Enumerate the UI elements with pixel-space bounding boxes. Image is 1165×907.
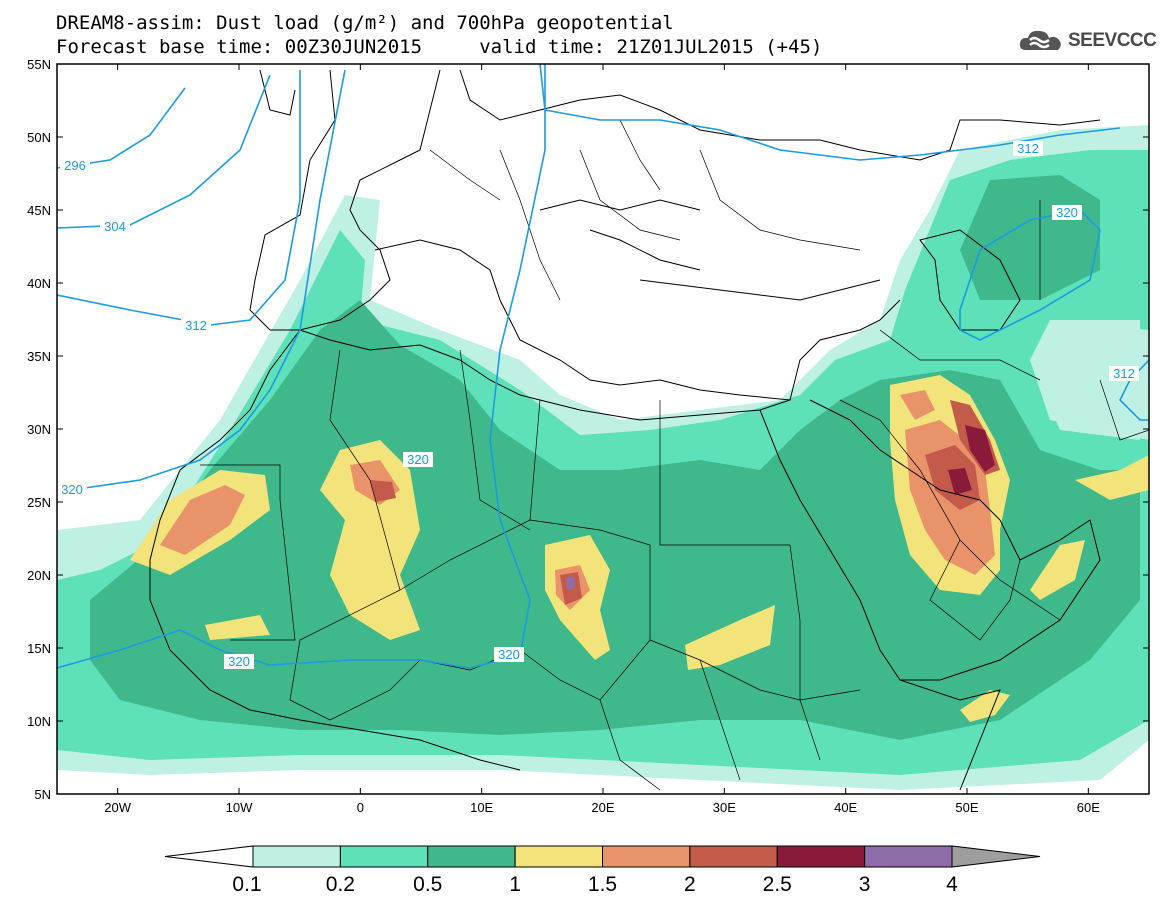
lat-label: 55N (27, 57, 51, 72)
dust-level-0.5 (90, 300, 1140, 740)
lon-label: 10W (226, 800, 253, 815)
dust-level-1-oman (1030, 540, 1085, 600)
colorbar-label: 4 (946, 873, 958, 896)
colorbar-label: 1.5 (588, 873, 617, 896)
dust-level-2.5-b (948, 468, 972, 495)
dust-level-2-algeria (370, 480, 396, 502)
forecast-time-line: Forecast base time: 00Z30JUN2015 valid t… (56, 36, 823, 58)
colorbar-label: 0.2 (326, 873, 355, 896)
dust-level-1.5-kuwait (900, 390, 935, 420)
lat-label: 20N (27, 568, 51, 583)
dust-level-1-iran (1075, 455, 1149, 500)
colorbar-label: 2 (684, 873, 696, 896)
colorbar-swatch (864, 845, 953, 868)
dust-hole-arabia (1030, 320, 1140, 440)
dust-level-3 (566, 576, 575, 590)
colorbar-extend-high (951, 845, 1041, 868)
colorbar-label: 0.1 (232, 873, 261, 896)
lon-label: 10E (470, 800, 493, 815)
contour-label-312-east: 312 (1017, 141, 1039, 156)
colorbar-label: 2.5 (763, 873, 792, 896)
colorbar-swatch (252, 845, 341, 868)
contour-label-320-algeria: 320 (407, 452, 429, 467)
lon-label: 20W (104, 800, 131, 815)
lon-label: 30E (713, 800, 736, 815)
colorbar-label: 1 (509, 873, 521, 896)
lat-label: 25N (27, 495, 51, 510)
cloud-icon (1019, 30, 1061, 50)
dust-level-2.5 (965, 425, 995, 472)
lat-label: 35N (27, 349, 51, 364)
contour-label-320-west: 320 (61, 482, 83, 497)
map-title: DREAM8-assim: Dust load (g/m²) and 700hP… (56, 12, 674, 34)
lat-label: 15N (27, 641, 51, 656)
logo-text: SEEVCCC (1068, 30, 1157, 51)
colorbar-extend-low (164, 845, 254, 868)
lon-label: 50E (955, 800, 978, 815)
colorbar-swatch (689, 845, 778, 868)
coastlines (149, 69, 1101, 791)
dust-level-1-sudan (685, 605, 775, 670)
dust-field (57, 64, 1149, 794)
lon-label: 20E (591, 800, 614, 815)
lat-label: 50N (27, 130, 51, 145)
colorbar-label: 0.5 (413, 873, 442, 896)
dust-level-1-west (205, 615, 270, 640)
lat-label: 45N (27, 203, 51, 218)
colorbar-swatch (339, 845, 429, 868)
longitude-axis: 20W 10W 0 10E 20E 30E 40E 50E 60E (104, 64, 1100, 815)
contour-label-320-chad: 320 (498, 647, 520, 662)
dust-level-1-somalia (960, 690, 1010, 722)
contour-label-296: 296 (64, 158, 86, 173)
dust-level-1.5 (160, 485, 245, 555)
lon-label: 40E (834, 800, 857, 815)
colorbar-swatch (602, 845, 691, 868)
contour-label-312-iran: 312 (1113, 366, 1135, 381)
colorbar-swatch (776, 845, 866, 868)
colorbar-swatch (427, 845, 516, 868)
contour-label-320-caspian: 320 (1056, 205, 1078, 220)
contour-label-320-sahel: 320 (228, 654, 250, 669)
latitude-axis: 55N 50N 45N 40N 35N 30N 25N 20N 15N 10N 5N (27, 57, 1149, 802)
seevccc-logo: SEEVCCC (1018, 26, 1157, 56)
contour-label-312: 312 (185, 318, 207, 333)
lat-label: 5N (34, 787, 51, 802)
lon-label: 0 (357, 800, 364, 815)
lon-label: 60E (1077, 800, 1100, 815)
borders (200, 119, 1149, 791)
colorbar-label: 3 (859, 873, 871, 896)
colorbar-swatch (514, 845, 603, 868)
colorbar: 0.1 0.2 0.5 1 1.5 2 2.5 3 4 (164, 845, 1041, 896)
contour-label-304: 304 (104, 219, 126, 234)
lat-label: 30N (27, 422, 51, 437)
contour-labels: 296 304 312 320 320 320 320 312 312 320 (57, 141, 1139, 669)
lat-label: 10N (27, 714, 51, 729)
lat-label: 40N (27, 276, 51, 291)
